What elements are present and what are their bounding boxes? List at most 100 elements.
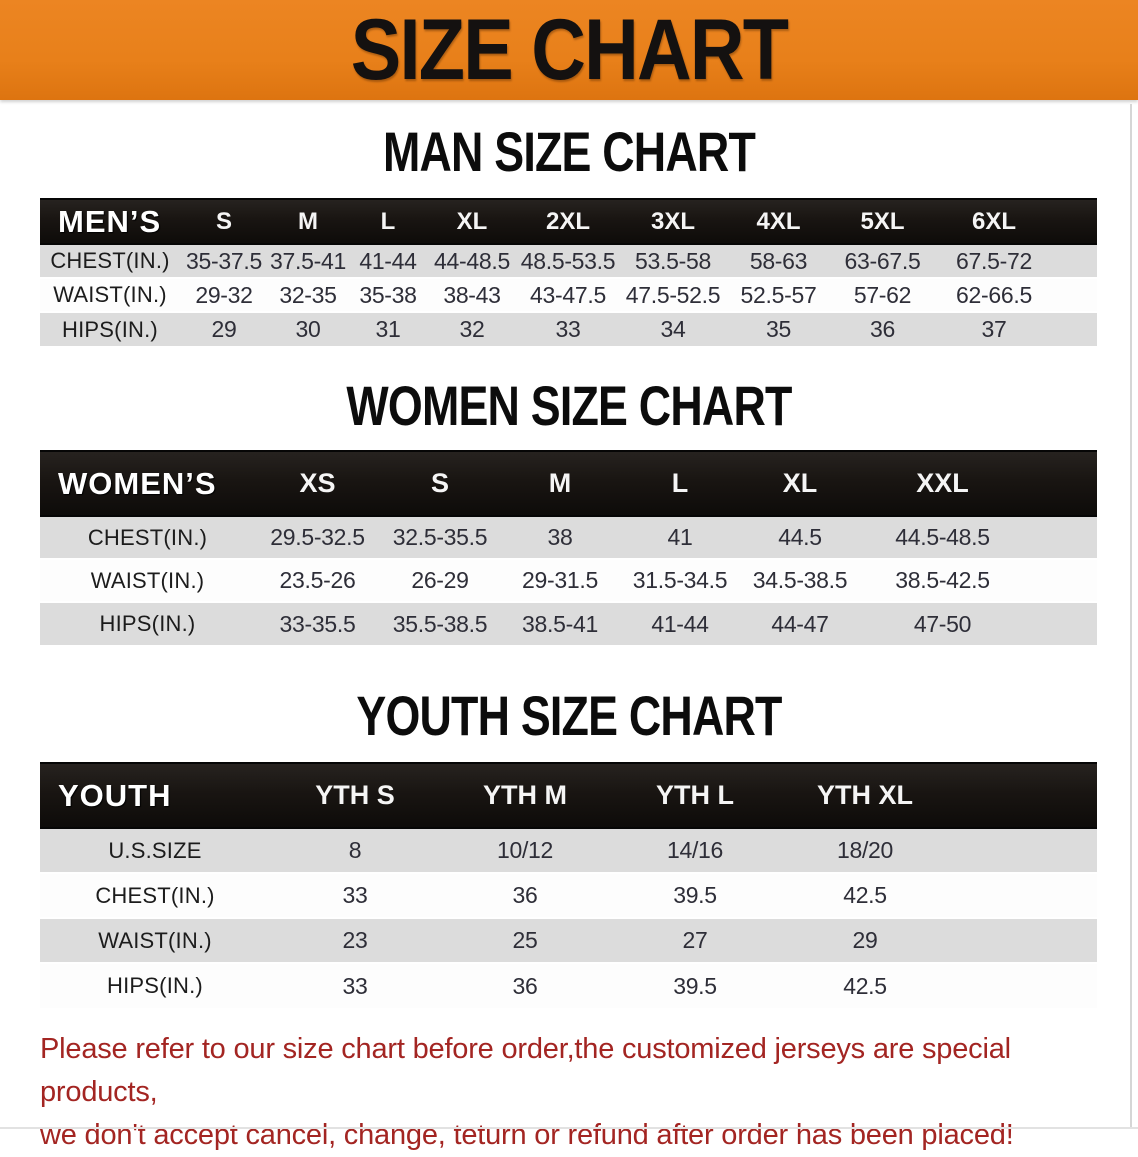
size-value: 47-50 (913, 610, 972, 637)
size-value: 29-31.5 (522, 567, 598, 593)
size-value: 53.5-58 (635, 247, 711, 274)
size-value: 30 (295, 316, 321, 342)
youth-header-row: YOUTH YTH S YTH M YTH L YTH XL (40, 762, 1097, 829)
table-row: WAIST(IN.) 23 25 27 29 (40, 918, 1097, 963)
women-header-row: WOMEN’S XS S M L XL XXL (40, 450, 1097, 517)
size-value: 25 (512, 927, 538, 953)
youth-column-header: YTH XL (780, 762, 950, 829)
filler-cell (1054, 198, 1097, 245)
size-value: 35.5-38.5 (392, 610, 488, 637)
size-value: 14/16 (666, 837, 724, 863)
filler-cell (1025, 450, 1097, 517)
table-row: CHEST(IN.) 29.5-32.5 32.5-35.5 38 41 44.5 44.5… (40, 516, 1097, 559)
table-row: HIPS(IN.) 29 30 31 32 33 34 35 36 37 (40, 312, 1097, 346)
table-row: HIPS(IN.) 33-35.5 35.5-38.5 38.5-41 41-44 44-… (40, 602, 1097, 645)
scan-edge-bottom (0, 1127, 1138, 1129)
size-value: 29-32 (195, 281, 253, 308)
women-size-table: WOMEN’S XS S M L XL XXL CHEST(IN.) 29.5-32.5 32.5… (40, 450, 1097, 645)
size-value: 35-38 (359, 281, 417, 308)
row-label: CHEST(IN.) (95, 882, 215, 908)
size-value: 29 (211, 316, 237, 342)
disclaimer-line-1: Please refer to our size chart before or… (40, 1033, 1011, 1108)
size-value: 41-44 (359, 247, 417, 274)
women-section: WOMEN SIZE CHART WOMEN’S XS S M L XL XXL CHEST(… (0, 374, 1138, 645)
size-value: 39.5 (673, 882, 717, 908)
banner-title: SIZE CHART (350, 2, 789, 98)
size-chart-banner: SIZE CHART (0, 0, 1138, 100)
disclaimer-line-2: we don't accept cancel, change, teturn o… (40, 1119, 1014, 1151)
size-value: 31 (375, 316, 401, 342)
men-size-table: MEN’S S M L XL 2XL 3XL 4XL 5XL 6XL CHEST(IN.) 35-37… (40, 198, 1097, 346)
disclaimer: Please refer to our size chart before or… (40, 1028, 1098, 1157)
size-value: 32-35 (279, 281, 337, 308)
men-column-header: 5XL (831, 198, 934, 245)
size-value: 26-29 (411, 567, 469, 593)
scan-edge-right (1130, 104, 1132, 1128)
size-value: 38.5-42.5 (895, 567, 990, 593)
men-column-header: 2XL (516, 198, 620, 245)
size-value: 37.5-41 (270, 247, 346, 274)
row-label: WAIST(IN.) (53, 282, 167, 307)
youth-section: YOUTH SIZE CHART YOUTH YTH S YTH M YTH L YTH… (0, 684, 1138, 1008)
filler-cell (950, 762, 1097, 829)
filler-cell (1025, 516, 1097, 559)
size-value: 34 (660, 316, 686, 342)
row-label: HIPS(IN.) (107, 973, 203, 998)
youth-size-table: YOUTH YTH S YTH M YTH L YTH XL U.S.SIZE 8 10/12… (40, 762, 1097, 1008)
size-value: 38.5-41 (522, 610, 598, 637)
size-value: 32.5-35.5 (392, 524, 488, 550)
men-column-header: L (348, 198, 428, 245)
men-column-header: 4XL (726, 198, 831, 245)
size-value: 23 (342, 927, 368, 953)
size-value: 32 (459, 316, 485, 342)
youth-section-heading: YOUTH SIZE CHART (356, 684, 782, 747)
size-value: 33 (342, 972, 368, 999)
men-column-header: XL (428, 198, 516, 245)
size-value: 33 (342, 882, 368, 908)
table-row: CHEST(IN.) 35-37.5 37.5-41 41-44 44-48.5 48.5… (40, 244, 1097, 278)
size-value: 44.5 (778, 524, 822, 550)
size-value: 36 (870, 316, 895, 342)
size-value: 18/20 (836, 837, 894, 863)
row-label: HIPS(IN.) (62, 316, 158, 342)
size-value: 42.5 (843, 972, 887, 999)
size-value: 44-47 (771, 610, 829, 637)
row-label: WAIST(IN.) (98, 927, 212, 953)
size-value: 44.5-48.5 (895, 524, 990, 550)
youth-column-header: YTH M (440, 762, 610, 829)
filler-cell (1054, 244, 1097, 278)
size-value: 39.5 (673, 972, 717, 999)
filler-cell (1025, 559, 1097, 602)
size-value: 27 (682, 927, 708, 953)
men-header-row: MEN’S S M L XL 2XL 3XL 4XL 5XL 6XL (40, 198, 1097, 245)
youth-column-header: YTH L (610, 762, 780, 829)
row-label: U.S.SIZE (108, 837, 202, 863)
size-value: 33-35.5 (279, 610, 356, 637)
row-label: CHEST(IN.) (50, 248, 170, 273)
filler-cell (1054, 278, 1097, 312)
size-value: 34.5-38.5 (752, 567, 848, 593)
women-section-heading: WOMEN SIZE CHART (346, 374, 792, 437)
women-column-header: XS (255, 450, 380, 517)
table-row: WAIST(IN.) 29-32 32-35 35-38 38-43 43-47.5 47.… (40, 278, 1097, 312)
size-value: 41-44 (651, 610, 709, 637)
size-value: 10/12 (496, 837, 554, 863)
women-column-header: XL (740, 450, 860, 517)
size-value: 35-37.5 (186, 247, 262, 274)
men-column-header: M (268, 198, 348, 245)
size-value: 63-67.5 (844, 247, 921, 274)
size-value: 33 (555, 316, 581, 342)
size-value: 35 (766, 316, 791, 342)
size-value: 57-62 (853, 281, 912, 308)
filler-cell (950, 828, 1097, 873)
size-value: 67.5-72 (956, 247, 1032, 274)
size-value: 37 (981, 316, 1007, 342)
table-row: CHEST(IN.) 33 36 39.5 42.5 (40, 873, 1097, 918)
size-value: 29 (852, 927, 878, 953)
women-column-header: M (500, 450, 620, 517)
size-value: 38 (547, 524, 573, 550)
women-header-label: WOMEN’S (40, 450, 255, 517)
filler-cell (1025, 602, 1097, 645)
youth-header-label: YOUTH (40, 762, 270, 829)
youth-column-header: YTH S (270, 762, 440, 829)
